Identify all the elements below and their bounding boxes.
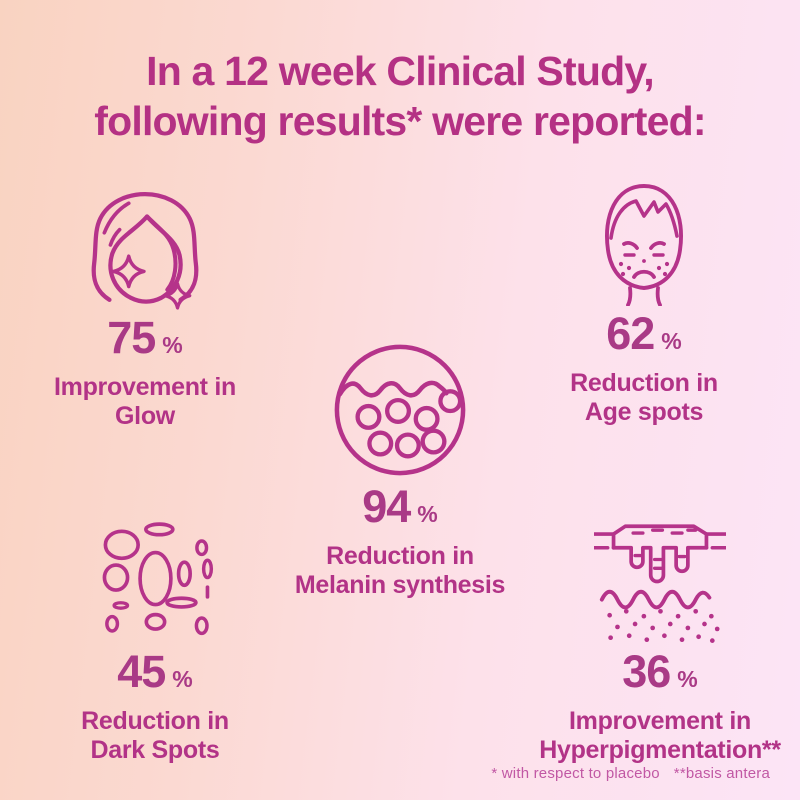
stat-number: 45 [117, 646, 166, 697]
title-line-2: following results* were reported: [94, 98, 706, 144]
stat-value: 36% [505, 649, 800, 705]
stat-label: Improvement in Hyperpigmentation** [539, 707, 781, 764]
stat-label: Reduction in Dark Spots [81, 707, 229, 764]
stat-value: 45% [25, 649, 285, 705]
footnote-basis: **basis antera [673, 765, 770, 782]
stat-dark-spots: 45% Reduction in Dark Spots [25, 514, 285, 765]
stat-value: 62% [514, 311, 774, 367]
stat-value: 94% [265, 484, 535, 540]
footnote-placebo: * with respect to placebo [491, 765, 660, 782]
skin-layer-icon [505, 518, 800, 644]
stat-glow: 75% Improvement in Glow [15, 186, 275, 431]
stat-label: Reduction in Melanin synthesis [294, 542, 506, 599]
percent-sign: % [417, 501, 438, 527]
percent-sign: % [677, 666, 698, 692]
stat-label: Improvement in Glow [54, 373, 236, 430]
stat-hyperpigmentation: 36% Improvement in Hyperpigmentation** [505, 518, 800, 765]
percent-sign: % [162, 332, 183, 358]
stat-melanin: 94% Reduction in Melanin synthesis [265, 341, 535, 600]
footnote: * with respect to placebo **basis antera [491, 765, 770, 782]
glowing-face-icon [15, 186, 275, 310]
stat-number: 62 [606, 308, 655, 359]
stat-label: Reduction in Age spots [570, 369, 718, 426]
page-title: In a 12 week Clinical Study, following r… [0, 46, 800, 146]
percent-sign: % [172, 666, 193, 692]
dark-spots-icon [25, 514, 285, 644]
stat-value: 75% [15, 315, 275, 371]
stat-number: 36 [622, 646, 671, 697]
title-line-1: In a 12 week Clinical Study, [146, 48, 655, 94]
stat-number: 75 [107, 312, 156, 363]
stat-age-spots: 62% Reduction in Age spots [514, 180, 774, 427]
stat-number: 94 [362, 481, 411, 532]
percent-sign: % [661, 328, 682, 354]
age-spots-face-icon [514, 180, 774, 306]
melanin-cells-icon [265, 341, 535, 479]
